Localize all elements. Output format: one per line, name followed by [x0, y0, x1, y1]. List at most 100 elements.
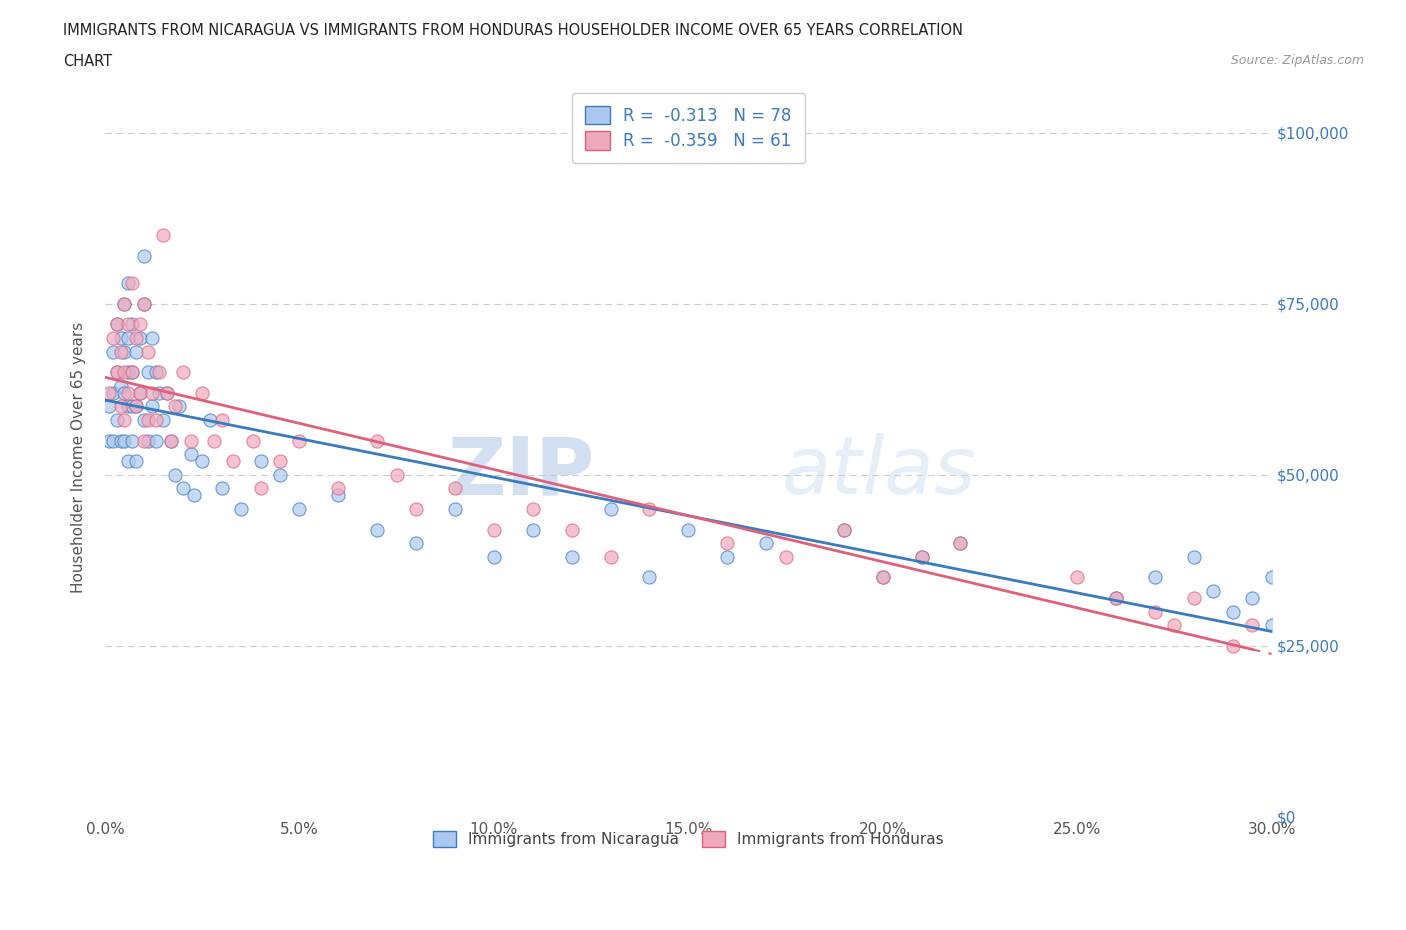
Point: [328, 488, 350, 503]
Point: [105, 365, 128, 379]
Point: [125, 330, 148, 345]
Point: [269, 468, 291, 483]
Point: [132, 413, 155, 428]
Point: [129, 330, 152, 345]
Point: [105, 413, 128, 428]
Point: [522, 501, 544, 516]
Point: [482, 522, 505, 537]
Point: [101, 385, 124, 400]
Point: [1105, 591, 1128, 605]
Point: [172, 481, 194, 496]
Point: [152, 228, 174, 243]
Point: [105, 317, 128, 332]
Point: [114, 365, 136, 379]
Point: [136, 344, 159, 359]
Point: [191, 454, 214, 469]
Point: [101, 433, 124, 448]
Point: [211, 481, 233, 496]
Point: [405, 536, 427, 551]
Point: [1182, 550, 1205, 565]
Point: [117, 276, 139, 291]
Text: Source: ZipAtlas.com: Source: ZipAtlas.com: [1230, 54, 1364, 67]
Point: [269, 454, 291, 469]
Point: [1143, 570, 1166, 585]
Point: [366, 522, 388, 537]
Point: [522, 522, 544, 537]
Point: [148, 365, 170, 379]
Point: [183, 488, 205, 503]
Point: [110, 399, 132, 414]
Y-axis label: Householder Income Over 65 years: Householder Income Over 65 years: [72, 322, 86, 593]
Point: [97, 385, 120, 400]
Point: [561, 550, 583, 565]
Point: [105, 317, 128, 332]
Point: [97, 433, 120, 448]
Point: [141, 385, 163, 400]
Point: [163, 399, 186, 414]
Point: [117, 454, 139, 469]
Point: [211, 413, 233, 428]
Point: [114, 297, 136, 312]
Point: [141, 399, 163, 414]
Point: [101, 330, 124, 345]
Point: [1260, 570, 1282, 585]
Point: [129, 385, 152, 400]
Point: [163, 468, 186, 483]
Point: [366, 433, 388, 448]
Point: [117, 399, 139, 414]
Point: [1241, 618, 1264, 632]
Point: [288, 433, 311, 448]
Point: [716, 550, 738, 565]
Point: [110, 433, 132, 448]
Point: [121, 365, 143, 379]
Point: [638, 570, 661, 585]
Point: [482, 550, 505, 565]
Point: [148, 385, 170, 400]
Point: [160, 433, 183, 448]
Point: [121, 433, 143, 448]
Point: [121, 317, 143, 332]
Point: [114, 297, 136, 312]
Point: [117, 317, 139, 332]
Point: [101, 344, 124, 359]
Point: [328, 481, 350, 496]
Point: [242, 433, 264, 448]
Point: [949, 536, 972, 551]
Point: [145, 413, 167, 428]
Point: [180, 433, 202, 448]
Point: [160, 433, 183, 448]
Point: [145, 365, 167, 379]
Point: [1241, 591, 1264, 605]
Point: [132, 433, 155, 448]
Point: [180, 446, 202, 461]
Point: [105, 365, 128, 379]
Point: [132, 297, 155, 312]
Point: [405, 501, 427, 516]
Point: [132, 297, 155, 312]
Point: [132, 248, 155, 263]
Point: [125, 344, 148, 359]
Point: [121, 399, 143, 414]
Point: [117, 385, 139, 400]
Text: ZIP: ZIP: [447, 433, 595, 512]
Point: [156, 385, 179, 400]
Point: [599, 550, 621, 565]
Point: [385, 468, 408, 483]
Point: [832, 522, 855, 537]
Point: [198, 413, 221, 428]
Point: [249, 481, 271, 496]
Point: [775, 550, 797, 565]
Point: [136, 413, 159, 428]
Point: [1260, 618, 1282, 632]
Point: [1222, 638, 1244, 653]
Point: [141, 330, 163, 345]
Point: [110, 344, 132, 359]
Point: [152, 413, 174, 428]
Point: [121, 276, 143, 291]
Point: [949, 536, 972, 551]
Point: [202, 433, 225, 448]
Point: [117, 365, 139, 379]
Point: [1222, 604, 1244, 619]
Point: [191, 385, 214, 400]
Point: [136, 365, 159, 379]
